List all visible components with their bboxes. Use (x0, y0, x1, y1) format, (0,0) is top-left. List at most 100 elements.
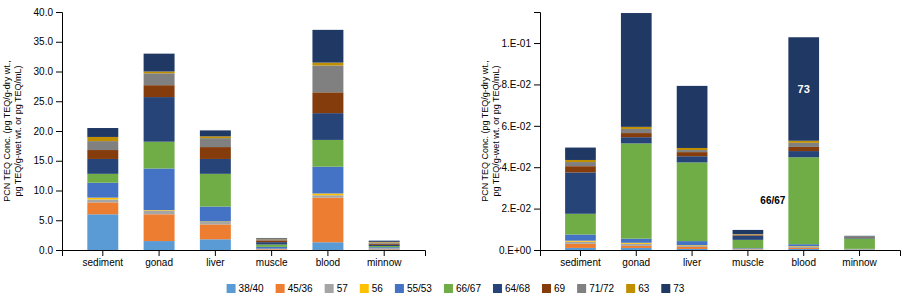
y-tick-mark (56, 191, 62, 192)
bar-segment (565, 160, 596, 162)
bar-segment (565, 148, 596, 160)
bar-segment (200, 136, 231, 138)
bar-segment (256, 242, 287, 244)
y-tick: 2.E-02 (502, 203, 540, 214)
series (565, 234, 875, 249)
y-tick-mark (56, 72, 62, 73)
y-axis-title: PCN TEQ Conc. (pg TEQ/g-dry wt.,pg TEQ/g… (2, 60, 23, 202)
x-tick-label: gonad (622, 257, 650, 268)
bar-segment (788, 244, 819, 246)
bar-segment (621, 129, 652, 133)
bar-segment (200, 174, 231, 207)
bar-segment (312, 92, 343, 113)
y-tick: 0.E+00 (499, 245, 540, 256)
bar-segment (256, 240, 287, 242)
bar-segment (677, 86, 708, 148)
series (565, 143, 875, 248)
bar-segment (733, 248, 764, 249)
y-tick-mark (56, 131, 62, 132)
x-tick-mark (636, 250, 637, 256)
bar-segment (677, 152, 708, 156)
bar-segment (369, 247, 400, 248)
bar-segment (621, 243, 652, 244)
y-tick-label: 6.E-02 (502, 121, 532, 132)
bar-segment (256, 239, 287, 240)
bar-segment (256, 238, 287, 240)
y-tick-label: 2.E-02 (502, 203, 532, 214)
bar-segment (87, 199, 118, 202)
series (565, 244, 875, 250)
y-tick-label: 15.0 (34, 155, 54, 166)
x-axis: sedimentgonadlivermusclebloodminnow (63, 250, 426, 268)
legend-item: 55/53 (395, 283, 432, 294)
y-axis: 0.05.010.015.020.025.030.035.040.0 (34, 7, 63, 256)
y-tick: 15.0 (34, 155, 62, 166)
y-tick-label: 0.E+00 (499, 245, 531, 256)
x-axis-line (541, 251, 901, 257)
bar-segment (621, 246, 652, 248)
legend-swatch (626, 284, 635, 293)
y-tick-label: 0.0 (39, 245, 53, 256)
series (565, 129, 875, 237)
bar-segment (369, 241, 400, 242)
bar-segment (312, 140, 343, 167)
y-tick: 40.0 (34, 7, 62, 18)
bar-segment (788, 249, 819, 250)
bar-segment (312, 193, 343, 195)
x-tick-mark (692, 250, 693, 256)
bar-segment (87, 214, 118, 250)
bar-segment (200, 224, 231, 239)
series (87, 140, 399, 247)
series (87, 193, 399, 248)
y-tick-mark (56, 12, 62, 13)
x-tick: blood (316, 250, 340, 268)
bar-segment (87, 128, 118, 137)
legend-swatch (542, 284, 551, 293)
bar-segment (87, 174, 118, 183)
series (565, 13, 875, 236)
legend-label: 69 (554, 283, 566, 294)
bar-segment (200, 130, 231, 136)
x-tick-label: sediment (560, 257, 601, 268)
panel: 0.E+002.E-024.E-026.E-028.E-021.E-01sedi… (480, 13, 901, 269)
bar-segment (621, 13, 652, 127)
bar-segment (677, 247, 708, 249)
series (87, 167, 399, 249)
series (87, 66, 399, 244)
series (565, 242, 875, 250)
bar-segment (844, 237, 875, 238)
bar-segment (200, 207, 231, 222)
x-axis: sedimentgonadlivermusclebloodminnow (541, 250, 901, 268)
bar-segment (565, 234, 596, 240)
legend-item: 38/40 (227, 283, 264, 294)
legend-item: 71/72 (577, 283, 614, 294)
x-tick-label: blood (316, 257, 340, 268)
y-axis-title-line: pg TEQ/g-wet wt. or pg TEQ/mL) (491, 65, 501, 196)
bar-segment (200, 138, 231, 147)
bar-segment (621, 244, 652, 246)
bar-segment (565, 214, 596, 235)
legend-label: 71/72 (589, 283, 614, 294)
series (87, 198, 399, 250)
bar-segment (200, 222, 231, 224)
y-tick-mark (534, 250, 540, 251)
y-tick-label: 40.0 (34, 7, 54, 18)
bar-segment (87, 141, 118, 150)
x-tick: muscle (732, 250, 764, 268)
legend-item: 69 (542, 283, 566, 294)
bar-segment (312, 113, 343, 140)
y-tick: 5.0 (39, 215, 62, 226)
bar-segment (565, 244, 596, 248)
bar-segment (87, 137, 118, 141)
bar-segment (256, 249, 287, 250)
bar-segment (312, 30, 343, 63)
bar-segment (87, 202, 118, 214)
bar-segment (621, 143, 652, 238)
bar-segment (369, 241, 400, 243)
bar-segment (87, 150, 118, 159)
x-tick-label: liver (683, 257, 702, 268)
bar-segment (621, 137, 652, 143)
series (87, 214, 399, 250)
y-tick-mark (56, 101, 62, 102)
legend: 38/4045/36575655/5366/6764/686971/726373 (227, 283, 685, 294)
